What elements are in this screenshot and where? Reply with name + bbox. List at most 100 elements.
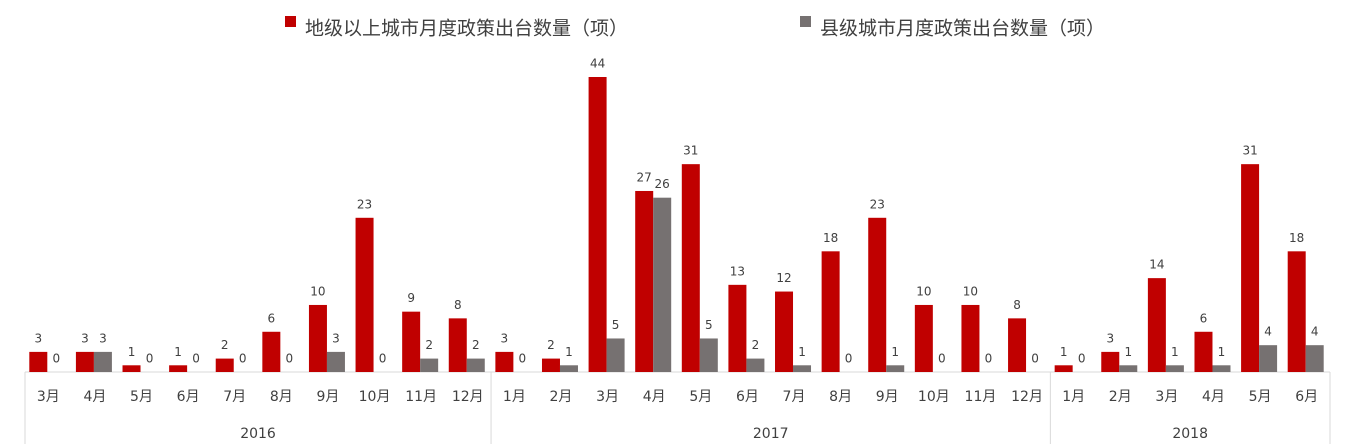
- value-label: 23: [870, 197, 885, 211]
- legend-label: 县级城市月度政策出台数量（项）: [820, 18, 1105, 40]
- value-label: 1: [1218, 345, 1226, 359]
- x-tick-label: 3月: [596, 389, 619, 405]
- value-label: 27: [637, 170, 652, 184]
- value-label: 2: [472, 338, 480, 352]
- value-label: 3: [34, 331, 42, 345]
- bar: [606, 338, 625, 372]
- x-tick-label: 10月: [918, 389, 950, 405]
- value-label: 1: [1124, 345, 1132, 359]
- value-label: 5: [705, 318, 713, 332]
- value-label: 0: [1031, 352, 1039, 366]
- legend-label: 地级以上城市月度政策出台数量（项）: [305, 18, 628, 40]
- value-label: 2: [547, 338, 555, 352]
- bar: [448, 318, 467, 372]
- value-label: 44: [590, 57, 605, 71]
- value-label: 0: [1078, 352, 1086, 366]
- bar: [868, 217, 887, 372]
- x-tick-label: 5月: [1249, 389, 1272, 405]
- bar: [1305, 345, 1324, 372]
- bar: [1212, 365, 1231, 372]
- value-label: 3: [501, 331, 509, 345]
- value-label: 1: [891, 345, 899, 359]
- bar: [793, 365, 812, 372]
- bar: [29, 351, 48, 372]
- value-label: 14: [1149, 258, 1164, 272]
- value-label: 0: [379, 352, 387, 366]
- value-label: 31: [683, 144, 698, 158]
- x-tick-label: 1月: [1062, 389, 1085, 405]
- bar: [1241, 164, 1260, 372]
- bar: [914, 304, 933, 372]
- value-label: 0: [52, 352, 60, 366]
- value-label: 0: [239, 352, 247, 366]
- bar: [122, 365, 141, 372]
- group-label: 2016: [240, 426, 276, 442]
- x-tick-label: 4月: [83, 389, 106, 405]
- x-tick-label: 2月: [1109, 389, 1132, 405]
- x-tick-label: 2月: [550, 389, 573, 405]
- value-label: 3: [1106, 331, 1114, 345]
- bar: [93, 351, 112, 372]
- value-label: 10: [916, 284, 931, 298]
- x-tick-label: 8月: [829, 389, 852, 405]
- bar: [653, 197, 672, 372]
- bar: [746, 358, 765, 372]
- value-label: 0: [519, 352, 527, 366]
- value-label: 1: [1060, 345, 1068, 359]
- value-label: 9: [407, 291, 415, 305]
- x-tick-label: 3月: [1155, 389, 1178, 405]
- bar: [1119, 365, 1138, 372]
- value-label: 0: [985, 352, 993, 366]
- value-label: 23: [357, 197, 372, 211]
- x-tick-label: 12月: [1011, 389, 1043, 405]
- value-label: 13: [730, 264, 745, 278]
- bar: [308, 304, 327, 372]
- value-label: 6: [1200, 311, 1208, 325]
- value-label: 1: [128, 345, 136, 359]
- x-tick-label: 9月: [316, 389, 339, 405]
- x-tick-label: 4月: [1202, 389, 1225, 405]
- legend-swatch: [800, 16, 811, 27]
- value-label: 0: [192, 352, 200, 366]
- bar: [588, 77, 607, 372]
- bar: [1147, 278, 1166, 372]
- bar: [961, 304, 980, 372]
- bar: [1259, 345, 1278, 372]
- x-tick-label: 6月: [1295, 389, 1318, 405]
- bar: [699, 338, 718, 372]
- bar: [775, 291, 794, 372]
- x-tick-label: 6月: [736, 389, 759, 405]
- bar: [886, 365, 905, 372]
- bar: [1194, 331, 1213, 372]
- bar: [466, 358, 485, 372]
- value-label: 3: [99, 331, 107, 345]
- value-label: 6: [268, 311, 276, 325]
- bar: [326, 351, 345, 372]
- value-label: 0: [146, 352, 154, 366]
- value-label: 2: [752, 338, 760, 352]
- bar: [355, 217, 374, 372]
- group-label: 2017: [753, 426, 789, 442]
- bar: [821, 251, 840, 372]
- x-tick-label: 11月: [405, 389, 437, 405]
- bar: [75, 351, 94, 372]
- bar: [1165, 365, 1184, 372]
- bar: [495, 351, 514, 372]
- value-label: 5: [612, 318, 620, 332]
- bar: [559, 365, 578, 372]
- value-label: 18: [823, 231, 838, 245]
- x-tick-label: 9月: [876, 389, 899, 405]
- bar: [1008, 318, 1027, 372]
- x-tick-label: 5月: [689, 389, 712, 405]
- bar: [1054, 365, 1073, 372]
- x-tick-label: 5月: [130, 389, 153, 405]
- value-label: 0: [286, 352, 294, 366]
- value-label: 10: [963, 284, 978, 298]
- x-tick-label: 7月: [223, 389, 246, 405]
- x-tick-label: 8月: [270, 389, 293, 405]
- value-label: 2: [425, 338, 433, 352]
- x-tick-label: 1月: [503, 389, 526, 405]
- value-label: 10: [310, 284, 325, 298]
- value-label: 8: [454, 298, 462, 312]
